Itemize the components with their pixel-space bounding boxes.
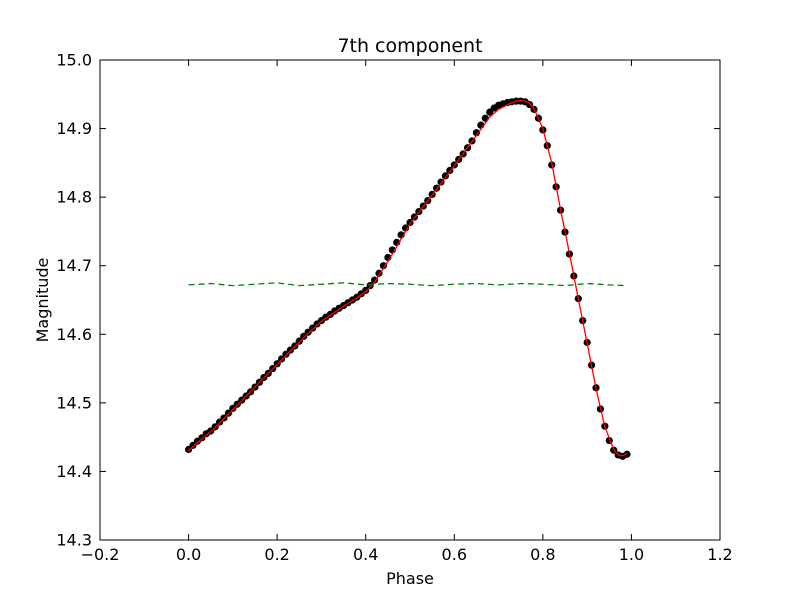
y-tick-label: 14.3 bbox=[56, 531, 92, 550]
y-axis-label: Magnitude bbox=[33, 258, 52, 343]
x-tick-label: 1.2 bbox=[707, 545, 732, 564]
x-tick-label: 1.0 bbox=[619, 545, 644, 564]
fit-line bbox=[188, 99, 628, 457]
y-tick-label: 14.9 bbox=[56, 119, 92, 138]
data-point bbox=[362, 286, 370, 294]
plot-frame bbox=[99, 59, 721, 541]
x-axis-label: Phase bbox=[386, 569, 434, 588]
axis-ticks bbox=[99, 59, 721, 541]
y-tick-label: 15.0 bbox=[56, 51, 92, 70]
data-point bbox=[472, 129, 481, 137]
y-tick-labels: 14.3 14.4 14.5 14.6 14.7 14.8 14.9 15.0 bbox=[56, 51, 92, 550]
x-tick-label: 0.0 bbox=[176, 545, 201, 564]
residual-dashed-line bbox=[188, 282, 628, 287]
chart-title: 7th component bbox=[337, 35, 482, 57]
y-tick-label: 14.5 bbox=[56, 393, 92, 412]
y-tick-label: 14.4 bbox=[56, 462, 92, 481]
data-point bbox=[379, 262, 388, 270]
y-tick-label: 14.7 bbox=[56, 256, 92, 275]
y-tick-label: 14.6 bbox=[56, 325, 92, 344]
data-point bbox=[366, 282, 374, 290]
x-tick-label: 0.2 bbox=[264, 545, 289, 564]
data-point bbox=[401, 224, 410, 232]
x-tick-label: 0.6 bbox=[442, 545, 467, 564]
y-tick-label: 14.8 bbox=[56, 188, 92, 207]
plot-area bbox=[184, 97, 631, 460]
x-tick-label: −0.2 bbox=[81, 545, 120, 564]
data-point bbox=[224, 409, 233, 417]
x-tick-label: 0.8 bbox=[530, 545, 555, 564]
data-point bbox=[481, 114, 489, 122]
x-tick-label: 0.4 bbox=[353, 545, 378, 564]
x-tick-labels: −0.2 0.0 0.2 0.4 0.6 0.8 1.0 1.2 bbox=[81, 545, 733, 564]
